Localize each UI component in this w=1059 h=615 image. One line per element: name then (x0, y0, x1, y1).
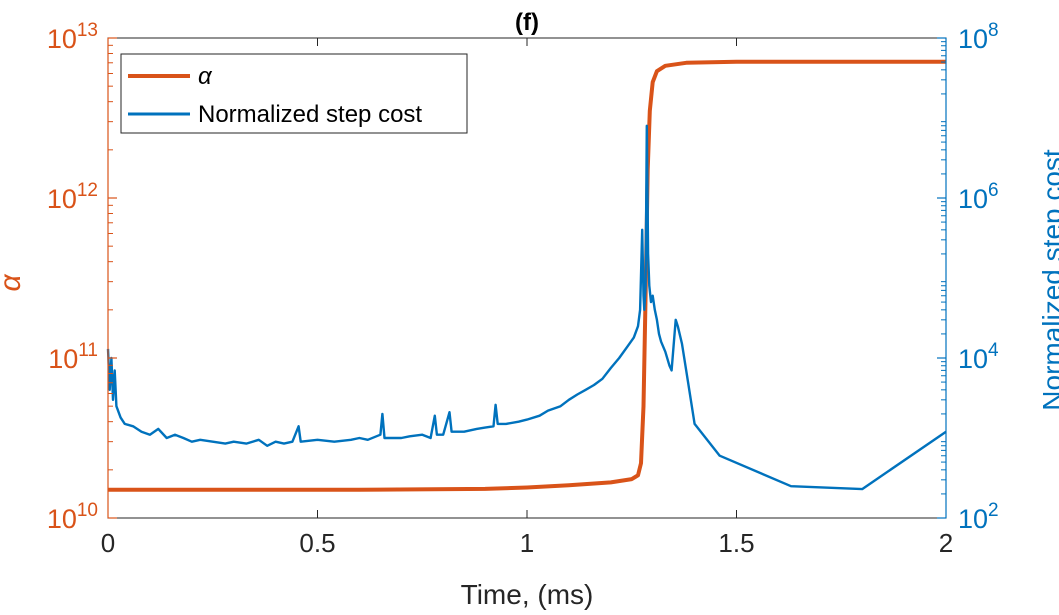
legend-label-step-cost: Normalized step cost (198, 101, 422, 128)
series-line-step_cost (106, 124, 947, 491)
chart-title: (f) (515, 9, 539, 36)
y-left-tick-label: 1012 (47, 180, 98, 214)
y-left-tick-label: 1011 (48, 340, 98, 374)
y-right-axis-label: Normalized step cost (1037, 149, 1059, 411)
y-right-tick-label: 104 (958, 340, 999, 374)
x-axis: 0 0.5 1 1.5 2 (101, 38, 953, 558)
series-layer (106, 59, 947, 492)
x-axis-label: Time, (ms) (461, 579, 594, 610)
x-tick-label: 2 (939, 528, 953, 558)
y-left-axis: 1010 1011 1012 1013 (47, 20, 117, 534)
y-right-tick-label: 102 (958, 500, 999, 534)
x-tick-label: 1 (520, 528, 534, 558)
y-right-tick-label: 108 (958, 20, 999, 54)
legend-label-alpha: α (198, 63, 213, 90)
x-tick-label: 1.5 (718, 528, 754, 558)
legend: α Normalized step cost (120, 53, 468, 134)
y-left-axis-label: α (0, 274, 27, 292)
y-right-axis: 102 104 106 108 (937, 20, 999, 534)
legend-box (120, 53, 468, 134)
x-tick-label: 0.5 (299, 528, 335, 558)
series-line-alpha (108, 59, 946, 492)
y-left-tick-label: 1013 (47, 20, 98, 54)
x-tick-label: 0 (101, 528, 115, 558)
y-left-tick-label: 1010 (47, 500, 98, 534)
y-right-tick-label: 106 (958, 180, 999, 214)
